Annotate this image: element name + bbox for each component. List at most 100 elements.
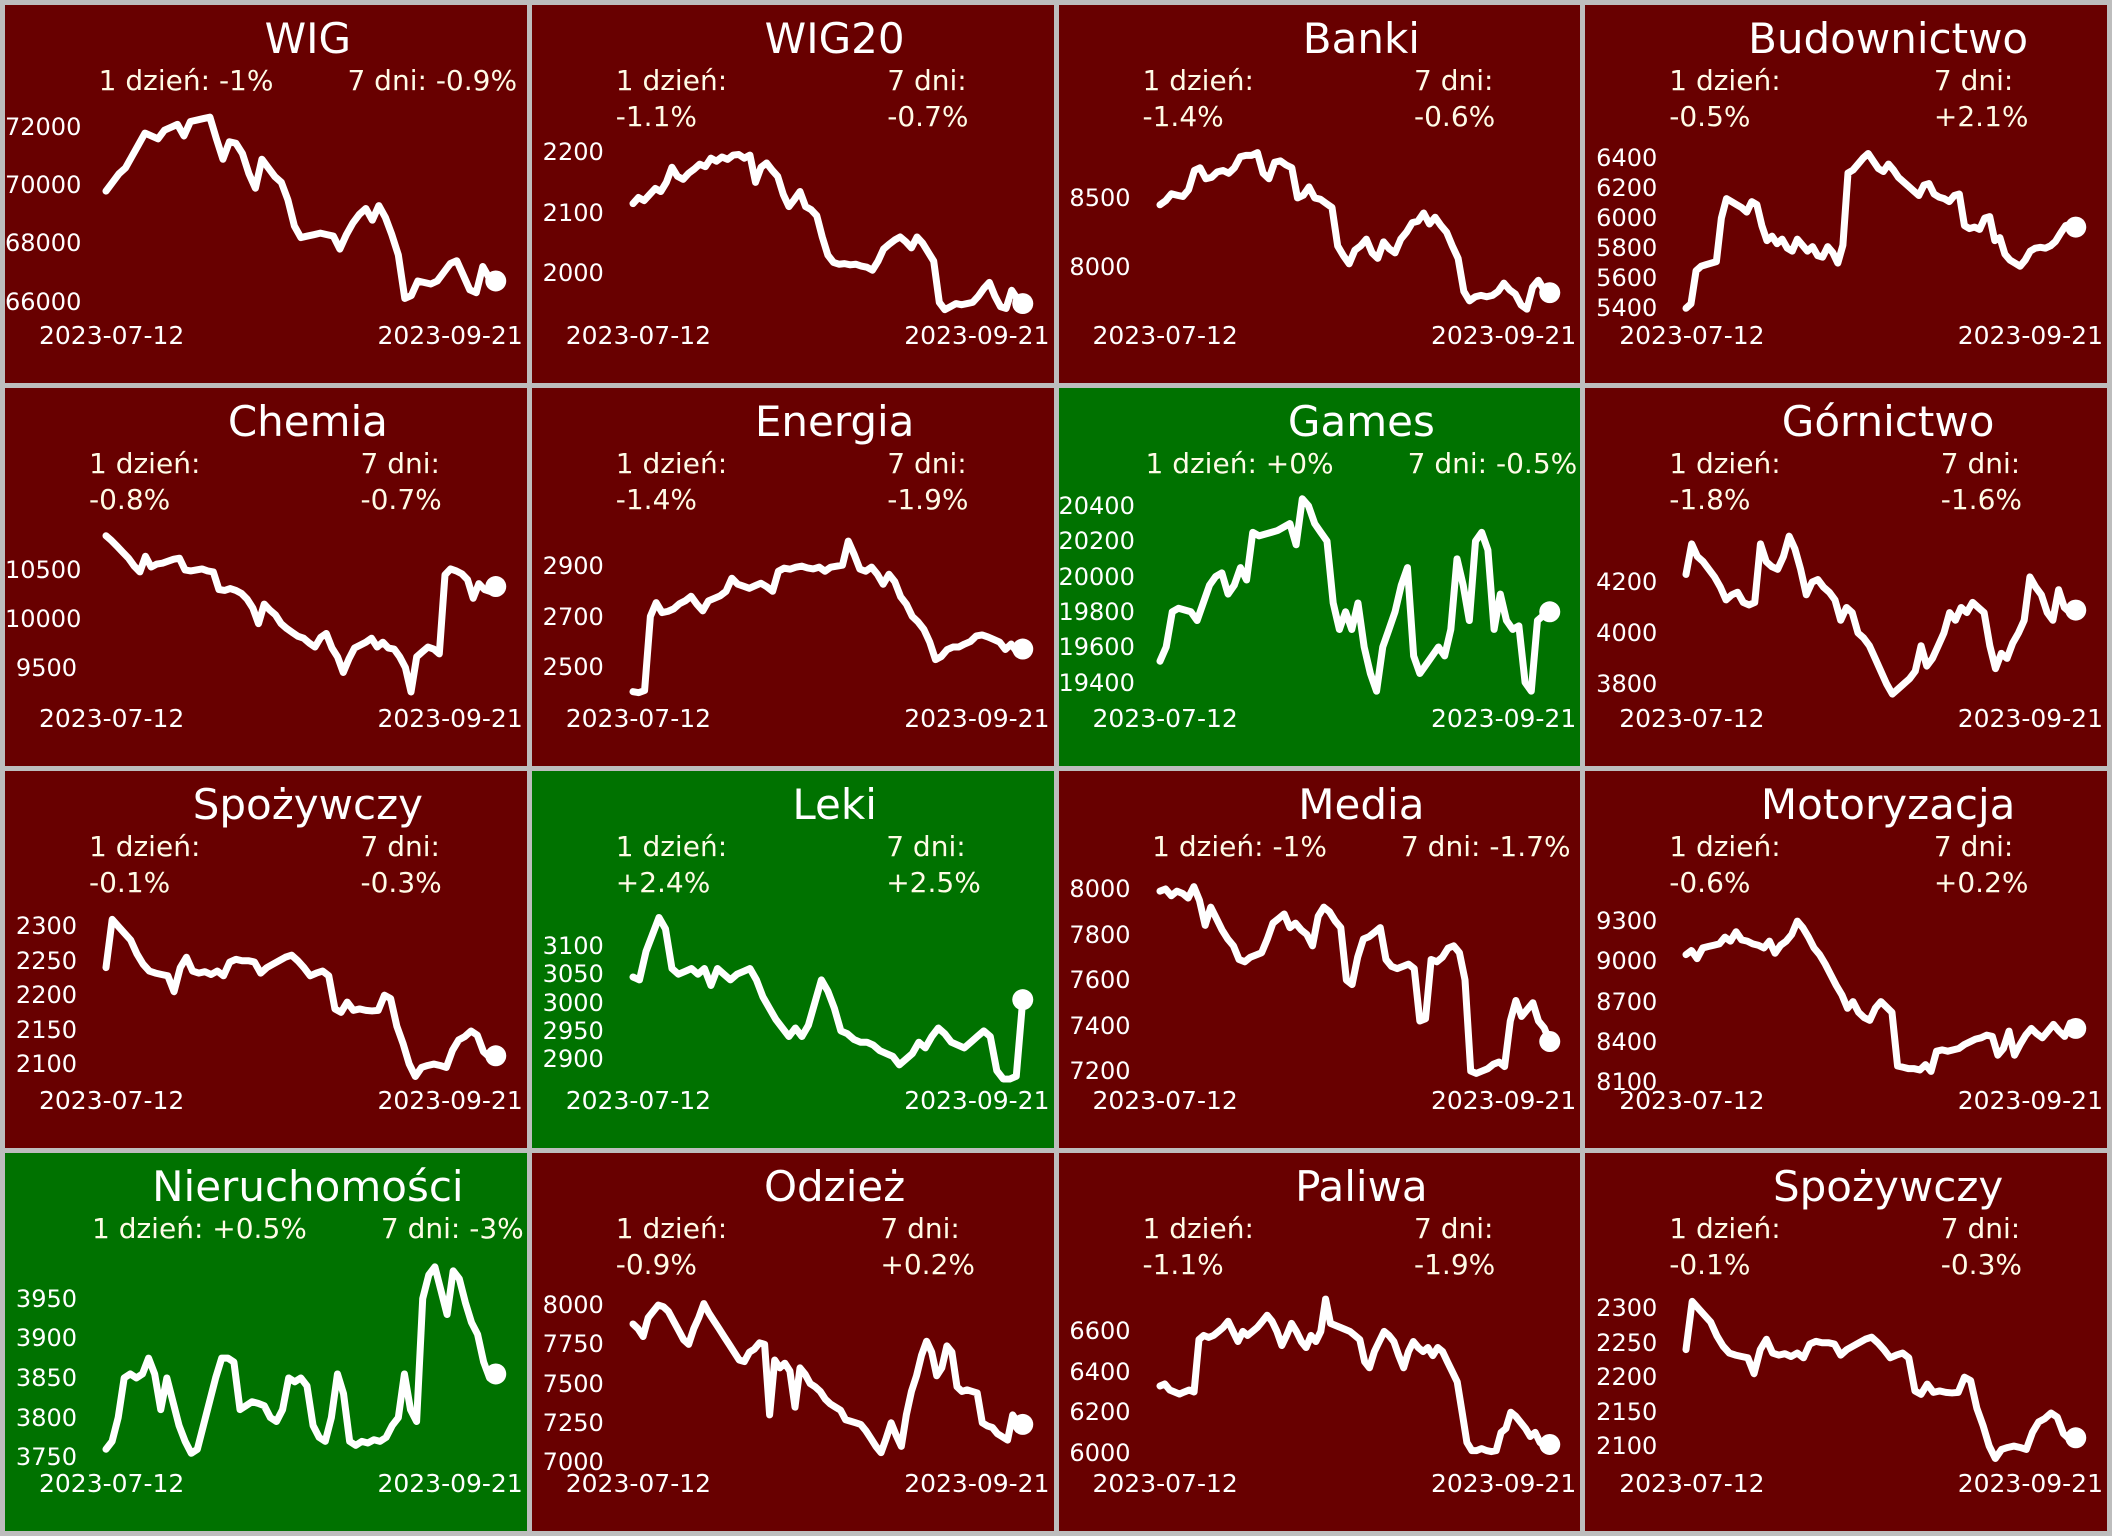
- y-tick-label: 7400: [1069, 1011, 1131, 1040]
- y-tick-label: 7800: [1069, 920, 1131, 949]
- y-tick-label: 9300: [1596, 906, 1658, 935]
- index-panel-6: Games 1 dzień: +0% 7 dni: -0.5% 20400 202…: [1058, 387, 1581, 766]
- x-axis-labels: 2023-07-12 2023-09-21: [1059, 702, 1581, 738]
- change-1d-label: 1 dzień: -1.1%: [1142, 1212, 1254, 1282]
- price-line-svg: [629, 1300, 1034, 1457]
- x-end-label: 2023-09-21: [377, 1469, 523, 1498]
- x-axis-labels: 2023-07-12 2023-09-21: [1059, 1467, 1581, 1503]
- sparkline-chart: 8000 7800 7600 7400 7200: [1059, 873, 1567, 1085]
- plot-area: [89, 526, 513, 702]
- last-value-dot: [485, 1044, 507, 1066]
- change-1d-label: 1 dzień: -1.8%: [1669, 446, 1781, 516]
- x-end-label: 2023-09-21: [1430, 1469, 1577, 1498]
- y-tick-label: 2150: [15, 1015, 77, 1044]
- plot-area: [89, 1255, 513, 1467]
- x-start-label: 2023-07-12: [1092, 1086, 1238, 1116]
- index-panel-3: Budownictwo 1 dzień: -0.5% 7 dni: +2.1% …: [1585, 5, 2107, 383]
- y-tick-label: 6000: [1069, 1439, 1131, 1468]
- change-1d-label: 1 dzień: +0.5%: [92, 1212, 307, 1246]
- last-value-dot: [1538, 282, 1560, 304]
- y-tick-label: 6400: [1069, 1358, 1131, 1387]
- y-tick-label: 66000: [5, 288, 82, 316]
- change-7d-label: 7 dni: -1.9%: [1414, 1212, 1496, 1282]
- last-value-dot: [1012, 1414, 1034, 1436]
- change-7d-label: 7 dni: +0.2%: [880, 1212, 976, 1282]
- price-line: [1155, 1295, 1553, 1456]
- last-value-dot: [1538, 1030, 1560, 1052]
- sparkline-chart: 2200 2100 2000: [532, 138, 1040, 319]
- change-7d-label: 7 dni: +2.5%: [886, 829, 981, 899]
- panel-change-labels: 1 dzień: -0.6% 7 dni: +0.2%: [1585, 829, 2107, 901]
- sparkline-chart: 6400 6200 6000 5800 5600 5400: [1585, 143, 2093, 322]
- sparkline-chart: 2900 2700 2500: [532, 526, 1040, 702]
- y-tick-label: 7000: [542, 1448, 604, 1477]
- y-tick-label: 7500: [542, 1370, 604, 1399]
- plot-area: [89, 909, 513, 1085]
- x-start-label: 2023-07-12: [1619, 1086, 1765, 1116]
- y-tick-label: 9000: [1596, 946, 1658, 975]
- y-tick-label: 7600: [1069, 965, 1131, 994]
- panel-change-labels: 1 dzień: -1.1% 7 dni: -0.7%: [532, 63, 1054, 135]
- x-end-label: 2023-09-21: [377, 703, 523, 733]
- price-line: [629, 150, 1027, 314]
- price-line: [1682, 1298, 2080, 1463]
- x-start-label: 2023-07-12: [565, 703, 712, 733]
- y-tick-label: 10500: [5, 555, 82, 584]
- y-tick-label: 20200: [1058, 526, 1135, 555]
- x-axis-labels: 2023-07-12 2023-09-21: [1585, 1467, 2107, 1503]
- panel-title: Games: [1287, 396, 1435, 446]
- y-tick-label: 2100: [1596, 1432, 1658, 1461]
- x-axis-labels: 2023-07-12 2023-09-21: [5, 319, 527, 355]
- index-panel-5: Energia 1 dzień: -1.4% 7 dni: -1.9% 2900…: [531, 387, 1054, 766]
- change-7d-label: 7 dni: -0.7%: [887, 64, 969, 133]
- x-axis-labels: 2023-07-12 2023-09-21: [5, 1084, 527, 1120]
- last-value-dot: [485, 575, 507, 597]
- y-tick-label: 3000: [542, 988, 604, 1017]
- y-tick-label: 6200: [1596, 174, 1658, 202]
- x-start-label: 2023-07-12: [1092, 703, 1238, 733]
- panel-change-labels: 1 dzień: +0.5% 7 dni: -3%: [5, 1211, 527, 1247]
- index-panel-4: Chemia 1 dzień: -0.8% 7 dni: -0.7% 10500…: [5, 387, 527, 766]
- x-end-label: 2023-09-21: [1430, 703, 1577, 733]
- price-line-svg: [1155, 149, 1560, 313]
- y-tick-label: 7250: [542, 1409, 604, 1438]
- sparkline-chart: 2300 2250 2200 2150 2100: [5, 909, 513, 1085]
- panel-change-labels: 1 dzień: +2.4% 7 dni: +2.5%: [532, 829, 1054, 901]
- price-line-svg: [102, 532, 507, 696]
- change-7d-label: 7 dni: -1.9%: [887, 446, 969, 516]
- sparkline-chart: 3950 3900 3850 3800 3750: [5, 1255, 513, 1471]
- y-tick-label: 2200: [15, 980, 77, 1009]
- panel-title: Spożywczy: [192, 779, 423, 829]
- x-end-label: 2023-09-21: [904, 1086, 1050, 1116]
- price-line-svg: [102, 915, 507, 1080]
- panel-title: Paliwa: [1295, 1162, 1428, 1212]
- plot-area: [1669, 143, 2093, 319]
- y-tick-label: 2700: [542, 602, 604, 631]
- x-axis-labels: 2023-07-12 2023-09-21: [532, 1467, 1054, 1503]
- panel-title: Leki: [792, 779, 877, 829]
- y-tick-label: 6400: [1596, 144, 1658, 172]
- last-value-dot: [2065, 1427, 2087, 1449]
- y-tick-label: 19600: [1058, 632, 1135, 661]
- sparkline-chart: 8000 7750 7500 7250 7000: [532, 1291, 1040, 1476]
- change-1d-label: 1 dzień: -0.6%: [1669, 829, 1781, 899]
- last-value-dot: [1538, 1434, 1560, 1456]
- y-tick-label: 3850: [15, 1364, 77, 1393]
- y-tick-label: 70000: [5, 171, 82, 199]
- y-tick-label: 20000: [1058, 562, 1135, 591]
- plot-area: [1143, 490, 1567, 702]
- index-panel-13: Odzież 1 dzień: -0.9% 7 dni: +0.2% 8000 7…: [531, 1153, 1054, 1531]
- panel-change-labels: 1 dzień: -0.8% 7 dni: -0.7%: [5, 446, 527, 518]
- x-end-label: 2023-09-21: [1430, 1086, 1577, 1116]
- index-panel-14: Paliwa 1 dzień: -1.1% 7 dni: -1.9% 6600 6…: [1058, 1153, 1581, 1531]
- change-7d-label: 7 dni: -0.9%: [347, 64, 518, 97]
- x-axis-labels: 2023-07-12 2023-09-21: [5, 1467, 527, 1503]
- price-line-svg: [102, 1263, 507, 1458]
- y-tick-label: 72000: [5, 113, 82, 141]
- plot-area: [616, 1291, 1040, 1467]
- y-tick-label: 6200: [1069, 1398, 1131, 1427]
- y-tick-label: 2900: [542, 551, 604, 580]
- index-panel-2: Banki 1 dzień: -1.4% 7 dni: -0.6% 8500 80…: [1058, 5, 1581, 383]
- x-start-label: 2023-07-12: [1092, 1469, 1238, 1498]
- last-value-dot: [2065, 599, 2087, 621]
